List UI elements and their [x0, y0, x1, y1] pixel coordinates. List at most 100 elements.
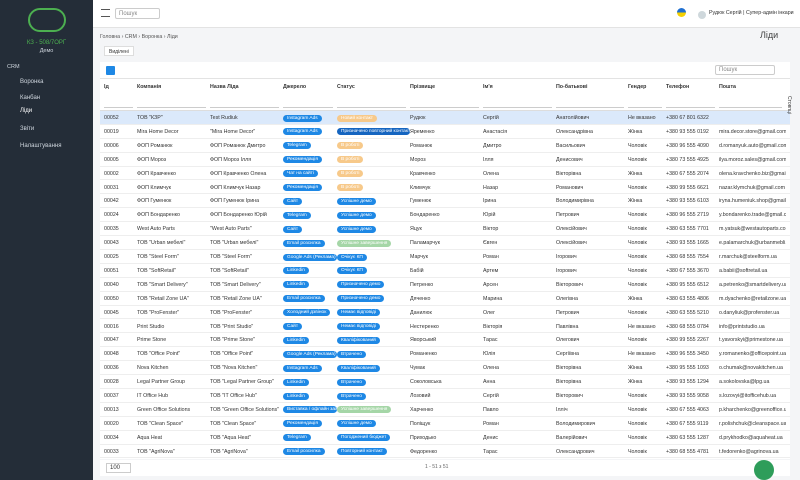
cell: ТОВ "AgriNova" [210, 448, 248, 455]
row[interactable] [100, 250, 790, 264]
column-header[interactable]: Назва Ліда [210, 84, 239, 90]
row[interactable] [100, 403, 790, 417]
row[interactable] [100, 153, 790, 167]
cell: +380 99 555 6621 [666, 184, 709, 191]
cell: Євген [483, 240, 498, 247]
row[interactable] [100, 361, 790, 376]
source-chip: Linkedin [283, 336, 309, 344]
cell: 00052 [104, 115, 119, 121]
menu-item[interactable]: Звіти [20, 126, 35, 132]
row[interactable] [100, 167, 790, 181]
cell: Петрович [556, 309, 580, 316]
column-header[interactable]: Ім'я [483, 84, 493, 90]
search[interactable]: Пошук [115, 8, 160, 19]
menu-item[interactable]: Канбан [20, 95, 41, 101]
cell: Поліщук [410, 420, 431, 427]
cell: 00040 [104, 281, 119, 288]
filter-input[interactable] [283, 98, 333, 108]
filter-input[interactable] [210, 98, 279, 108]
tab[interactable]: Виділені [104, 46, 134, 56]
row[interactable] [100, 445, 790, 459]
filter-input[interactable] [137, 98, 206, 108]
menu-item[interactable]: Налаштування [20, 143, 62, 149]
row[interactable] [100, 278, 790, 292]
column-header[interactable]: Телефон [666, 84, 690, 90]
status-chip: Успішне демо [337, 197, 376, 205]
row[interactable] [100, 375, 790, 389]
row[interactable] [100, 417, 790, 431]
row[interactable] [100, 292, 790, 306]
cell: ТОВ "SoftRetail" [137, 267, 176, 274]
menu-item[interactable]: Ліди [20, 108, 33, 114]
column-header[interactable]: Гендер [628, 84, 647, 90]
cell: Харченко [410, 406, 434, 413]
cell: 00024 [104, 212, 119, 219]
cell: Чоловік [628, 226, 647, 233]
cell: Лозовий [410, 393, 431, 399]
crumb[interactable]: CRM [124, 34, 137, 40]
page-size[interactable]: 100 [106, 463, 131, 473]
menu-item[interactable]: Воронка [20, 79, 44, 85]
column-header[interactable]: Компанія [137, 84, 162, 90]
filter-input[interactable] [337, 98, 406, 108]
fab[interactable] [754, 460, 774, 480]
row[interactable] [100, 125, 790, 139]
source-chip: Сайт [283, 323, 303, 330]
filter-input[interactable] [628, 98, 662, 108]
cell: y.bondarenko.trade@gmail.com [719, 212, 786, 219]
page-title: Ліди [760, 30, 779, 40]
column-header[interactable]: Прізвище [410, 84, 436, 90]
column-header[interactable]: Пошта [719, 84, 736, 90]
filter-input[interactable] [410, 98, 479, 108]
cell: Павлівна [556, 323, 579, 330]
filter-input[interactable] [719, 98, 782, 108]
row[interactable] [100, 333, 790, 348]
row[interactable] [100, 431, 790, 445]
avatar[interactable] [698, 11, 706, 19]
menu-toggle[interactable] [101, 9, 110, 17]
filter-input[interactable] [483, 98, 552, 108]
cell: 00047 [104, 337, 119, 344]
crumb[interactable]: Головна [100, 34, 121, 40]
filter-input[interactable] [556, 98, 624, 108]
row[interactable] [100, 222, 790, 237]
cell: Олегівна [556, 295, 578, 302]
user[interactable]: Рудюк Сергій | Супер-адмін інкари [709, 10, 794, 16]
cell: Nova Kitchen [137, 365, 169, 372]
table-search[interactable]: Пошук [715, 65, 775, 75]
row[interactable] [100, 208, 790, 223]
view-toggle[interactable] [106, 66, 115, 75]
column-header[interactable]: Джерело [283, 84, 307, 90]
cell: t.fedorenko@agrinova.ua [719, 448, 779, 455]
cell: Дмитро [483, 142, 502, 149]
cell: d.prykhodko@aquaheat.ua [719, 434, 783, 441]
cell: Дяченко [410, 295, 431, 302]
filter-input[interactable] [666, 98, 715, 108]
columns-button[interactable]: Стовпці [786, 96, 792, 114]
cell: Бабій [410, 267, 424, 274]
crumb[interactable]: Воронка [141, 34, 163, 40]
cell: ФОП Романюк Дмитро [210, 142, 266, 149]
source-chip: Чат на сайті [283, 170, 318, 178]
column-header[interactable]: Статус [337, 84, 355, 90]
row[interactable] [100, 347, 790, 362]
row[interactable] [100, 236, 790, 250]
cell: Денисович [556, 156, 583, 163]
cell: Print Studio [137, 323, 165, 330]
row[interactable] [100, 181, 790, 195]
row[interactable] [100, 111, 790, 125]
filter-input[interactable] [104, 98, 133, 108]
row[interactable] [100, 306, 790, 320]
row[interactable] [100, 194, 790, 209]
flag[interactable] [677, 8, 686, 17]
row[interactable] [100, 139, 790, 153]
row[interactable] [100, 389, 790, 403]
column-header[interactable]: Ід [104, 84, 109, 90]
cell: Вікторович [556, 393, 583, 399]
cell: Олександрович [556, 448, 595, 455]
cell: 00043 [104, 240, 119, 247]
row[interactable] [100, 320, 790, 334]
row[interactable] [100, 264, 790, 278]
column-header[interactable]: По-батькові [556, 84, 588, 90]
source-chip: Telegram [283, 211, 311, 219]
